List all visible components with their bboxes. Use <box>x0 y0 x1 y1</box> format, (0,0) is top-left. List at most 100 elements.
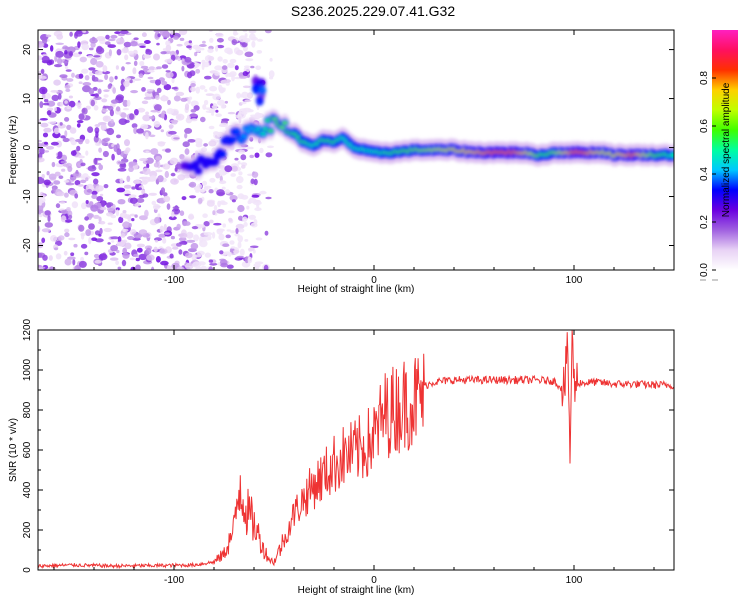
noise-speckle <box>188 96 193 100</box>
noise-speckle <box>147 69 155 73</box>
noise-speckle <box>79 56 88 63</box>
x-tick-label: 100 <box>566 575 583 586</box>
noise-speckle <box>128 194 137 198</box>
noise-speckle <box>122 247 128 255</box>
y-tick-label: -10 <box>22 189 33 204</box>
noise-speckle <box>89 71 93 76</box>
noise-speckle <box>230 173 236 177</box>
noise-speckle <box>88 67 96 71</box>
noise-speckle <box>44 222 53 228</box>
noise-speckle <box>208 140 217 147</box>
ridge-core-blob <box>281 121 288 125</box>
noise-speckle <box>232 32 239 36</box>
noise-speckle <box>153 162 159 168</box>
noise-speckle <box>188 183 195 187</box>
noise-speckle <box>213 131 219 136</box>
colorbar-gradient <box>712 30 738 270</box>
noise-speckle <box>208 259 214 263</box>
noise-speckle <box>150 148 159 155</box>
noise-speckle <box>106 212 114 217</box>
noise-speckle <box>171 77 175 84</box>
noise-speckle <box>64 192 69 198</box>
noise-speckles <box>38 30 275 270</box>
noise-speckle <box>179 37 185 42</box>
figure-title: S236.2025.229.07.41.G32 <box>291 3 455 19</box>
noise-speckle <box>114 75 118 80</box>
noise-speckle <box>102 109 108 113</box>
noise-speckle <box>136 128 145 134</box>
noise-speckle <box>142 193 149 198</box>
noise-speckle <box>99 227 103 235</box>
noise-speckle <box>163 223 167 231</box>
noise-speckle <box>95 238 104 243</box>
noise-speckle <box>85 138 90 144</box>
noise-speckle <box>125 77 132 81</box>
noise-speckle <box>160 260 169 266</box>
noise-speckle <box>211 112 215 116</box>
noise-speckle <box>95 143 101 146</box>
noise-speckle <box>129 113 135 120</box>
noise-speckle <box>200 47 205 51</box>
noise-speckle <box>151 266 155 270</box>
colorbar-tick-label: 0.6 <box>699 119 710 133</box>
noise-speckle <box>115 260 119 266</box>
noise-speckle <box>123 149 130 155</box>
noise-speckle <box>170 235 175 240</box>
ridge-core <box>180 75 674 175</box>
noise-speckle <box>142 176 151 183</box>
noise-speckle <box>148 66 156 71</box>
noise-speckle <box>66 105 72 110</box>
noise-speckle <box>54 247 59 251</box>
noise-speckle <box>253 219 258 225</box>
noise-speckle <box>214 71 221 76</box>
noise-speckle <box>161 64 169 69</box>
noise-speckle <box>234 233 240 237</box>
noise-speckle <box>209 37 214 43</box>
noise-speckle <box>56 191 65 197</box>
noise-speckle <box>168 130 177 135</box>
noise-speckle <box>193 234 200 242</box>
noise-speckle <box>194 138 203 144</box>
noise-speckle <box>99 220 106 225</box>
noise-speckle <box>219 201 228 206</box>
noise-speckle <box>150 109 159 113</box>
noise-speckle <box>86 188 93 193</box>
noise-speckle <box>234 157 239 161</box>
noise-speckle <box>242 85 251 89</box>
noise-speckle <box>175 49 179 55</box>
noise-speckle <box>74 265 81 270</box>
noise-speckle <box>38 225 41 233</box>
noise-speckle <box>194 63 202 66</box>
noise-speckle <box>129 257 136 261</box>
noise-speckle <box>63 60 68 64</box>
noise-speckle <box>200 265 207 270</box>
noise-speckle <box>84 216 89 221</box>
noise-speckle <box>171 86 178 90</box>
noise-speckle <box>69 127 77 134</box>
noise-speckle <box>134 214 138 218</box>
noise-speckle <box>176 43 183 47</box>
noise-speckle <box>164 232 170 235</box>
noise-speckle <box>69 31 73 37</box>
noise-speckle <box>118 216 124 223</box>
noise-speckle <box>247 109 254 113</box>
noise-speckle <box>153 121 161 128</box>
noise-speckle <box>122 228 126 233</box>
noise-speckle <box>253 73 258 77</box>
noise-speckle <box>195 142 202 148</box>
ridge-core-blob <box>279 125 286 130</box>
noise-speckle <box>139 45 146 48</box>
noise-speckle <box>190 109 197 113</box>
noise-speckle <box>168 216 177 221</box>
noise-speckle <box>54 171 61 177</box>
noise-speckle <box>40 122 49 128</box>
noise-speckle <box>152 203 161 210</box>
noise-speckle <box>239 248 245 256</box>
noise-speckle <box>244 51 254 58</box>
noise-speckle <box>119 212 128 218</box>
noise-speckle <box>55 203 61 209</box>
noise-speckle <box>127 236 135 240</box>
noise-speckle <box>91 190 98 196</box>
noise-speckle <box>179 241 188 245</box>
noise-speckle <box>107 222 113 225</box>
